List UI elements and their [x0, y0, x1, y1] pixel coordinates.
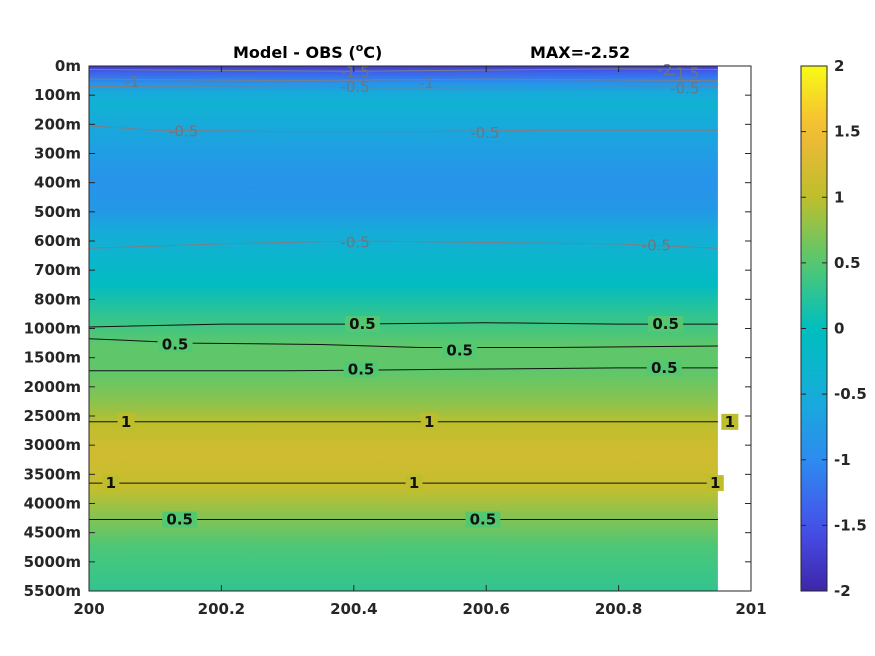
- colorbar-tick-label: 0: [834, 320, 844, 338]
- max-label: MAX=-2.52: [530, 43, 630, 62]
- contour-label: 0.5: [166, 511, 193, 529]
- x-tick-label: 200.6: [462, 600, 509, 618]
- contour-label: -1.5: [670, 64, 699, 82]
- contour-label-bg: [465, 511, 501, 528]
- contour-label: -1: [419, 74, 434, 92]
- contour-label: 0.5: [162, 336, 189, 354]
- contour-label: -0.5: [340, 78, 369, 96]
- contour-label-bg: [344, 316, 380, 333]
- colorbar-tick-label: -0.5: [834, 385, 867, 403]
- contour-label: -0.5: [642, 236, 671, 254]
- title-unit-superscript: o: [356, 41, 364, 54]
- y-tick-label: 3000m: [24, 436, 81, 454]
- contour-label-bg: [646, 359, 682, 376]
- contour-line-5: [88, 125, 718, 133]
- contour-label-bg: [706, 475, 724, 492]
- contour-label-bg: [343, 361, 379, 378]
- contour-label-bg: [117, 413, 135, 430]
- contour-line-6: [88, 240, 718, 249]
- contour-label-bg: [162, 511, 198, 528]
- colorbar-tick-label: 1.5: [834, 123, 861, 141]
- colorbar-tick-label: 0.5: [834, 254, 861, 272]
- contour-line-7: [88, 322, 718, 328]
- x-axis: 200 200.2 200.4 200.6 200.8 201: [73, 66, 767, 618]
- y-tick-label: 200m: [34, 115, 81, 133]
- contour-label: 1: [424, 413, 434, 431]
- y-tick-label: 100m: [34, 86, 81, 104]
- contour-label: 0.5: [470, 511, 497, 529]
- contour-label: -1: [125, 73, 140, 91]
- y-tick-label: 2000m: [24, 378, 81, 396]
- colorbar-tick-label: -1.5: [834, 516, 867, 534]
- contour-label: 1: [710, 474, 720, 492]
- colorbar-ticks: 2 1.5 1 0.5 0 -0.5 -1 -1.5 -2: [801, 57, 867, 600]
- x-tick-label: 201: [735, 600, 766, 618]
- contour-label-bg: [721, 413, 739, 430]
- colorbar-tick-label: 2: [834, 57, 844, 75]
- x-tick-label: 200.8: [595, 600, 642, 618]
- y-tick-label: 5000m: [24, 553, 81, 571]
- contour-label-bg: [405, 475, 423, 492]
- contour-label: -1.5: [340, 63, 369, 81]
- contour-label: -0.5: [169, 123, 198, 141]
- x-tick-label: 200.2: [198, 600, 245, 618]
- x-tick-label: 200: [73, 600, 104, 618]
- y-tick-label: 1500m: [24, 349, 81, 367]
- contour-label: -2: [657, 61, 672, 79]
- contour-label: 0.5: [651, 359, 678, 377]
- contour-line-4: [88, 85, 718, 89]
- y-tick-label: 600m: [34, 232, 81, 250]
- y-tick-label: 500m: [34, 203, 81, 221]
- plot-area: -1.5 -2-1.5-1 -1-0.5 -0.5-0.5 -0.5-0.5 -0.50.…: [88, 61, 752, 592]
- x-tick-label: 200.4: [330, 600, 377, 618]
- chart-title: Model - OBS (oC): [233, 41, 382, 62]
- heatmap-field: [89, 66, 718, 591]
- contour-label: 0.5: [348, 360, 375, 378]
- y-tick-label: 0m: [55, 57, 81, 75]
- contour-label-bg: [157, 336, 193, 353]
- contour-labels: -1.5 -2-1.5-1 -1-0.5 -0.5-0.5 -0.5-0.5 -0.50.…: [102, 61, 739, 529]
- contour-label-bg: [102, 475, 120, 492]
- contour-label: 1: [106, 474, 116, 492]
- contour-label-bg: [442, 342, 478, 359]
- y-tick-label: 1000m: [24, 320, 81, 338]
- contour-line-3: [88, 78, 718, 82]
- y-tick-label: 2500m: [24, 407, 81, 425]
- contour-label: 0.5: [349, 315, 376, 333]
- contour-label: -0.5: [470, 124, 499, 142]
- contour-label: 0.5: [446, 341, 473, 359]
- contour-label: 0.5: [652, 315, 679, 333]
- y-axis: 0m 100m 200m 300m 400m 500m 600m 700m 800m 1000m 1…: [24, 57, 751, 600]
- y-tick-label: 4000m: [24, 495, 81, 513]
- y-tick-label: 700m: [34, 261, 81, 279]
- y-tick-label: 3500m: [24, 465, 81, 483]
- y-tick-label: 800m: [34, 290, 81, 308]
- colorbar-tick-label: -2: [834, 582, 851, 600]
- contour-label: 1: [725, 413, 735, 431]
- contour-label: -0.5: [340, 233, 369, 251]
- contour-label-bg: [420, 413, 438, 430]
- contour-label: -0.5: [670, 79, 699, 97]
- y-tick-label: 4500m: [24, 524, 81, 542]
- contour-label-bg: [648, 316, 684, 333]
- colorbar: 2 1.5 1 0.5 0 -0.5 -1 -1.5 -2: [800, 57, 867, 600]
- contour-label: 1: [409, 474, 419, 492]
- y-tick-label: 300m: [34, 145, 81, 163]
- contour-label: 1: [121, 413, 131, 431]
- y-tick-label: 5500m: [24, 582, 81, 600]
- colorbar-tick-label: 1: [834, 188, 844, 206]
- y-tick-label: 400m: [34, 174, 81, 192]
- colorbar-tick-label: -1: [834, 451, 851, 469]
